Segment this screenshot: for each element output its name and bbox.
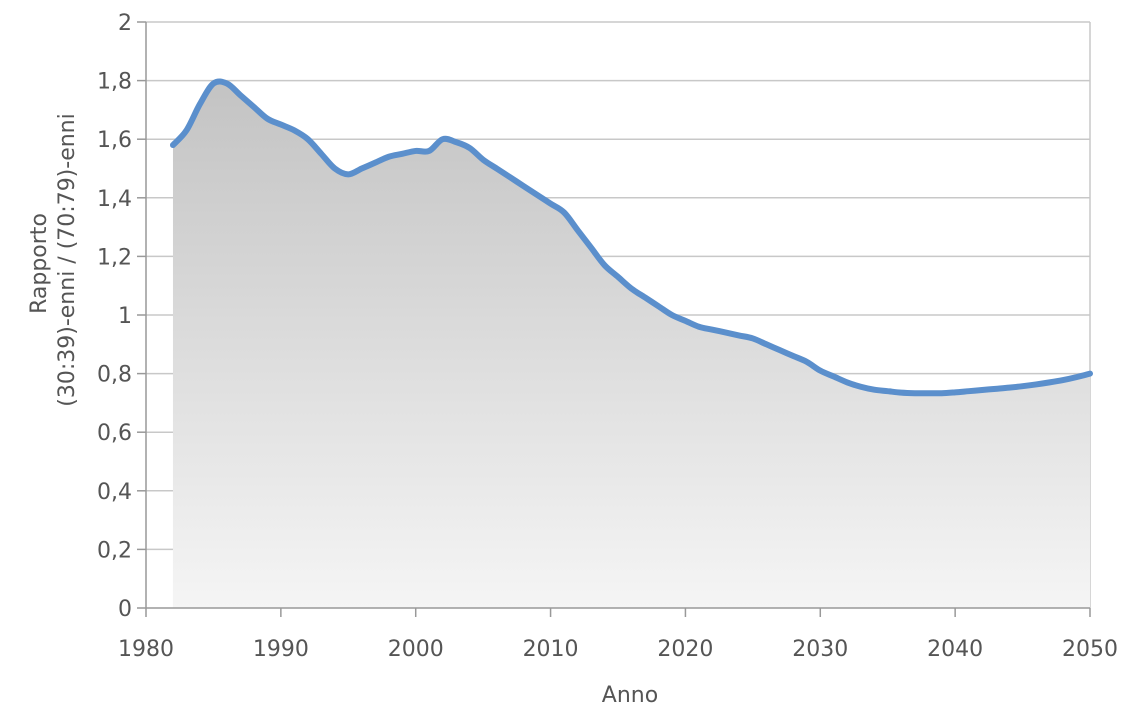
x-tick-label: 2010: [523, 637, 579, 662]
y-tick-label: 0,2: [97, 538, 132, 563]
y-tick-label: 1,4: [97, 187, 132, 212]
y-axis-title-line-2: (30:39)-enni / (70:79)-enni: [55, 113, 80, 406]
y-tick-label: 0,8: [97, 363, 132, 388]
x-tick-labels: 1980 1990 2000 2010 2020 2030 2040 2050: [118, 637, 1118, 662]
x-tick-label: 2040: [927, 637, 983, 662]
y-tick-label: 0: [118, 597, 132, 622]
y-tick-label: 1,2: [97, 245, 132, 270]
axes: [137, 21, 1091, 617]
y-tick-label: 1,6: [97, 128, 132, 153]
y-axis-title-line-1: Rapporto: [27, 213, 52, 314]
y-tick-label: 1,8: [97, 70, 132, 95]
y-tick-label: 2: [118, 11, 132, 36]
x-tick-label: 1990: [253, 637, 309, 662]
area-fill: [172, 81, 1091, 608]
y-tick-labels: 0 0,2 0,4 0,6 0,8 1 1,2 1,4 1,6 1,8 2: [97, 11, 132, 622]
y-axis-title: Rapporto (30:39)-enni / (70:79)-enni: [27, 113, 80, 406]
x-tick-label: 2050: [1062, 637, 1118, 662]
y-tick-label: 0,6: [97, 421, 132, 446]
x-tick-label: 1980: [118, 637, 174, 662]
y-tick-label: 0,4: [97, 480, 132, 505]
x-tick-label: 2000: [388, 637, 444, 662]
x-axis-title: Anno: [602, 683, 658, 708]
x-tick-label: 2030: [792, 637, 848, 662]
series-line: [169, 78, 1093, 397]
x-tick-label: 2020: [657, 637, 713, 662]
y-tick-label: 1: [118, 304, 132, 329]
